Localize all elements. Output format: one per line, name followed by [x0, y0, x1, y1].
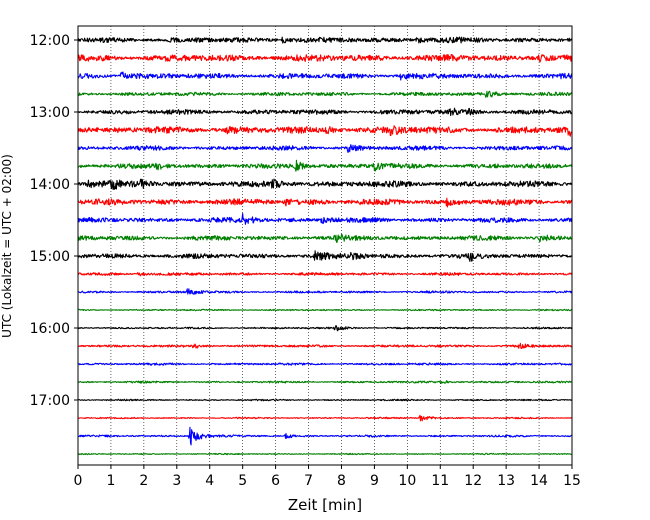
- x-tick-label: 9: [370, 473, 379, 489]
- trace-1430: [77, 212, 573, 225]
- trace-1545: [77, 308, 573, 312]
- trace-1445: [77, 233, 573, 243]
- trace-1615: [77, 342, 573, 349]
- x-tick-label: 8: [337, 473, 346, 489]
- trace-1230: [77, 71, 573, 81]
- x-tick-label: 15: [563, 473, 581, 489]
- trace-1245: [77, 90, 573, 98]
- x-tick-label: 6: [271, 473, 280, 489]
- trace-1400: [77, 178, 573, 190]
- x-tick-label: 1: [106, 473, 115, 489]
- trace-1530: [77, 288, 573, 295]
- trace-1600: [77, 325, 573, 332]
- x-tick-label: 0: [74, 473, 83, 489]
- x-axis-label: Zeit [min]: [288, 496, 362, 514]
- trace-1215: [77, 54, 573, 63]
- x-tick-label: 7: [304, 473, 313, 489]
- y-axis-label: UTC (Lokalzeit = UTC + 02:00): [0, 154, 14, 338]
- x-tick-label: 3: [172, 473, 181, 489]
- x-axis-ticks: 0 1 2 3 4 5 6 7 8 9 10 11 12 13 14 15: [74, 465, 581, 489]
- x-tick-label: 4: [205, 473, 214, 489]
- trace-1315: [77, 125, 573, 137]
- trace-1500: [77, 250, 573, 262]
- x-tick-label: 11: [431, 473, 449, 489]
- x-tick-label: 13: [497, 473, 515, 489]
- trace-1515: [77, 272, 573, 277]
- x-tick-label: 2: [139, 473, 148, 489]
- y-tick-label: 16:00: [30, 321, 70, 337]
- y-tick-label: 15:00: [30, 249, 70, 265]
- y-tick-label: 12:00: [30, 33, 70, 49]
- trace-1745: [77, 452, 573, 456]
- trace-1200: [77, 36, 573, 44]
- y-tick-label: 13:00: [30, 105, 70, 121]
- x-tick-label: 10: [398, 473, 416, 489]
- y-tick-label: 14:00: [30, 177, 70, 193]
- trace-1345: [77, 159, 573, 172]
- trace-1645: [77, 380, 573, 384]
- trace-1630: [77, 362, 573, 366]
- trace-1300: [77, 107, 573, 117]
- trace-group: [77, 36, 573, 456]
- x-tick-label: 5: [238, 473, 247, 489]
- trace-1730: [77, 426, 573, 446]
- trace-1700: [77, 398, 573, 402]
- x-tick-label: 14: [530, 473, 548, 489]
- y-axis-ticks: 12:00 13:00 14:00 15:00 16:00 17:00: [30, 33, 78, 409]
- trace-1715: [77, 414, 573, 422]
- vertical-grid: [110, 26, 540, 465]
- plot-frame: [77, 25, 573, 466]
- y-tick-label: 17:00: [30, 393, 70, 409]
- trace-1415: [77, 197, 573, 208]
- x-tick-label: 12: [464, 473, 482, 489]
- trace-1330: [77, 144, 573, 153]
